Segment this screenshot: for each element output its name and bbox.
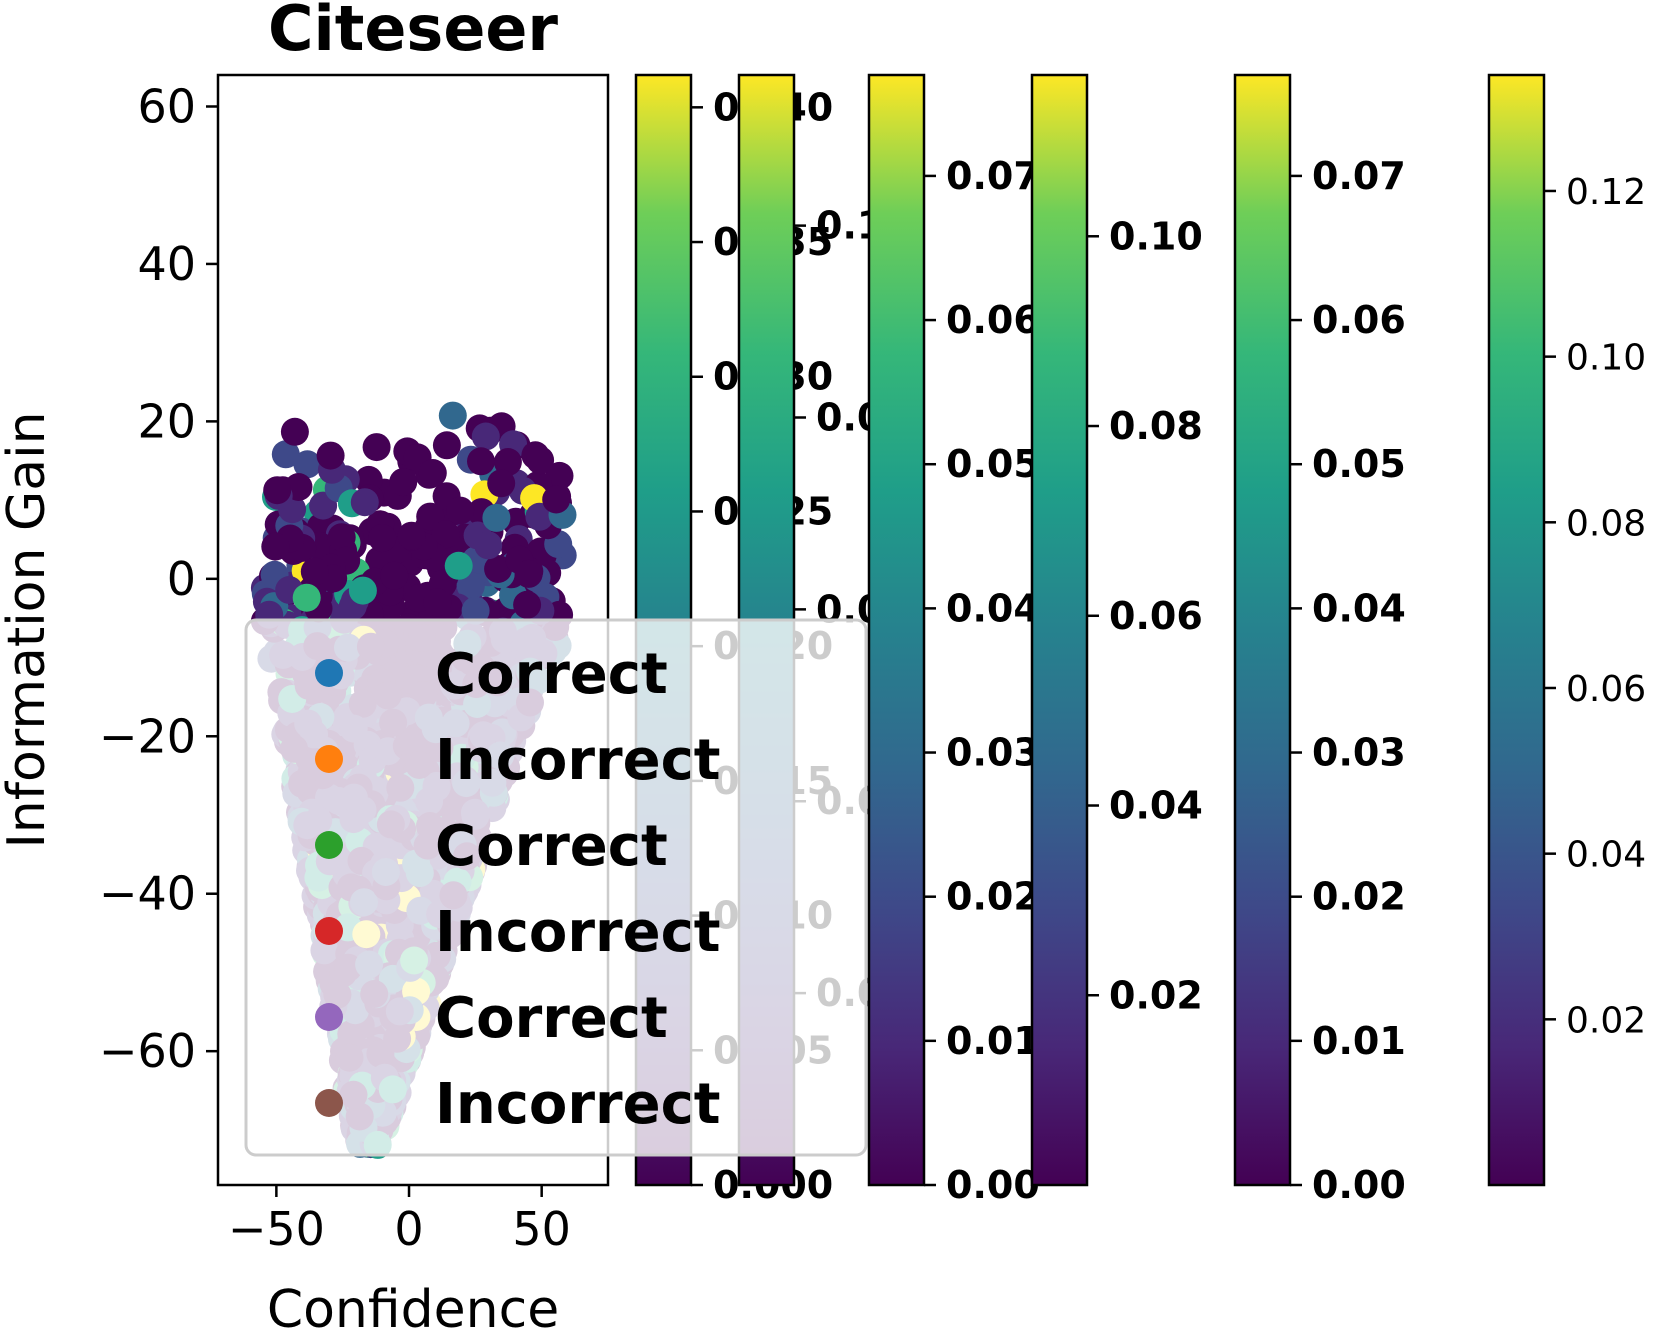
legend-label-4: Correct xyxy=(435,986,668,1051)
colorbar-4-tick-label-1: 0.04 xyxy=(1109,784,1203,828)
legend-frame xyxy=(244,618,868,1157)
colorbar-6 xyxy=(1487,73,1546,1187)
scatter-point-660 xyxy=(271,440,300,469)
scatter-point-2259 xyxy=(263,476,292,505)
colorbar-5 xyxy=(1233,73,1292,1187)
colorbar-5-tick-label-2: 0.02 xyxy=(1312,875,1406,919)
scatter-point-688 xyxy=(362,433,391,462)
colorbar-3-tick-label-0: 0.00 xyxy=(946,1163,1040,1207)
y-axis: −60 −40 −20 0 20 40 60 xyxy=(99,79,218,1078)
legend-marker-0 xyxy=(315,659,343,687)
scatter-point-2210 xyxy=(474,531,503,560)
chart-title: Citeseer xyxy=(268,0,558,65)
y-tick-label-6: 60 xyxy=(137,79,196,133)
scatter-point-2039 xyxy=(380,561,409,590)
legend-label-3: Incorrect xyxy=(435,900,721,965)
colorbar-5-tick-label-6: 0.06 xyxy=(1312,298,1406,342)
y-tick-label-4: 20 xyxy=(137,394,196,448)
scatter-point-2286 xyxy=(467,447,495,476)
legend-marker-2 xyxy=(315,831,343,859)
x-tick-label-1: 0 xyxy=(394,1202,423,1256)
colorbar-5-tick-label-0: 0.00 xyxy=(1312,1163,1406,1207)
colorbar-4-tick-label-0: 0.02 xyxy=(1109,973,1203,1017)
colorbar-5-tick-label-5: 0.05 xyxy=(1312,442,1406,486)
x-axis-label: Confidence xyxy=(267,1280,559,1338)
colorbar-5-tick-label-3: 0.03 xyxy=(1312,731,1406,775)
legend: Correct Incorrect Correct Incorrect Correct I… xyxy=(244,618,868,1157)
legend-label-5: Incorrect xyxy=(435,1072,721,1137)
scatter-point-2290 xyxy=(292,583,321,612)
scatter-point-2284 xyxy=(514,559,543,588)
colorbar-3-tick-label-7: 0.07 xyxy=(946,154,1040,198)
colorbar-3-tick-label-4: 0.04 xyxy=(946,586,1040,630)
scatter-point-2145 xyxy=(526,446,555,475)
x-tick-label-0: −50 xyxy=(228,1202,325,1256)
colorbar-3-tick-label-1: 0.01 xyxy=(946,1019,1040,1063)
colorbar-4-tick-label-3: 0.08 xyxy=(1109,404,1203,448)
colorbar-6-tick-label-5: 0.12 xyxy=(1566,172,1646,213)
scatter-point-2097 xyxy=(446,496,475,525)
colorbar-5-tick-label-1: 0.01 xyxy=(1312,1019,1406,1063)
colorbar-3-tick-label-5: 0.05 xyxy=(946,442,1040,486)
legend-label-0: Correct xyxy=(435,642,668,707)
colorbar-4-tick-label-4: 0.10 xyxy=(1109,214,1203,258)
scatter-point-1743 xyxy=(493,448,522,476)
colorbar-6-tick-label-4: 0.10 xyxy=(1566,338,1646,379)
scatter-point-2196 xyxy=(461,596,490,625)
scatter-point-2068 xyxy=(316,441,345,470)
y-tick-label-0: −60 xyxy=(99,1024,196,1078)
legend-marker-4 xyxy=(315,1003,343,1031)
legend-marker-3 xyxy=(315,917,343,945)
scatter-point-861 xyxy=(293,450,322,479)
scatter-point-891 xyxy=(432,431,461,460)
y-tick-label-2: −20 xyxy=(99,709,196,763)
colorbar-4-tick-label-2: 0.06 xyxy=(1109,594,1203,638)
colorbar-3 xyxy=(867,73,926,1187)
scatter-point-2053 xyxy=(487,469,516,498)
scatter-point-1340 xyxy=(456,572,485,600)
legend-label-1: Incorrect xyxy=(435,728,721,793)
y-tick-label-5: 40 xyxy=(137,237,196,291)
legend-marker-1 xyxy=(315,745,343,773)
legend-marker-5 xyxy=(315,1089,343,1117)
y-tick-label-3: 0 xyxy=(167,552,196,606)
colorbar-4 xyxy=(1030,73,1089,1187)
scatter-point-2023 xyxy=(482,503,511,532)
scatter-point-1782 xyxy=(368,524,397,552)
scatter-point-2008 xyxy=(513,590,542,619)
x-tick-label-2: 50 xyxy=(512,1202,571,1256)
colorbar-3-tick-label-2: 0.02 xyxy=(946,875,1040,919)
colorbar-6-tick-label-0: 0.02 xyxy=(1566,1000,1646,1041)
scatter-point-1475 xyxy=(431,520,460,549)
x-axis: −50 0 50 xyxy=(228,1185,571,1256)
scatter-point-2248 xyxy=(261,532,290,561)
colorbar-6-tick-label-2: 0.06 xyxy=(1566,669,1646,710)
colorbar-6-tick-label-3: 0.08 xyxy=(1566,503,1646,544)
scatter-point-1772 xyxy=(418,459,447,487)
y-axis-label: Information Gain xyxy=(0,411,57,848)
scatter-point-2092 xyxy=(300,557,329,586)
colorbar-3-tick-label-3: 0.03 xyxy=(946,731,1040,775)
legend-label-2: Correct xyxy=(435,814,668,879)
scatter-point-41 xyxy=(438,401,467,430)
scatter-point-1943 xyxy=(525,502,554,531)
scatter-point-2231 xyxy=(542,485,571,514)
scatter-point-2179 xyxy=(471,422,500,451)
scatter-point-2295 xyxy=(348,576,377,605)
scatter-point-1386 xyxy=(327,523,356,552)
scatter-point-353 xyxy=(545,461,574,490)
scatter-point-2276 xyxy=(397,521,426,550)
scatter-point-2132 xyxy=(423,588,452,617)
colorbar-5-tick-label-4: 0.04 xyxy=(1312,586,1406,630)
scatter-point-1553 xyxy=(389,468,418,497)
scatter-point-1774 xyxy=(444,551,473,580)
scatter-point-2263 xyxy=(350,488,379,517)
colorbar-3-tick-label-6: 0.06 xyxy=(946,298,1040,342)
colorbar-6-tick-label-1: 0.04 xyxy=(1566,835,1646,876)
y-tick-label-1: −40 xyxy=(99,867,196,921)
scatter-point-2015 xyxy=(484,555,513,583)
colorbar-5-tick-label-7: 0.07 xyxy=(1312,154,1406,198)
scatter-point-1607 xyxy=(280,417,309,446)
